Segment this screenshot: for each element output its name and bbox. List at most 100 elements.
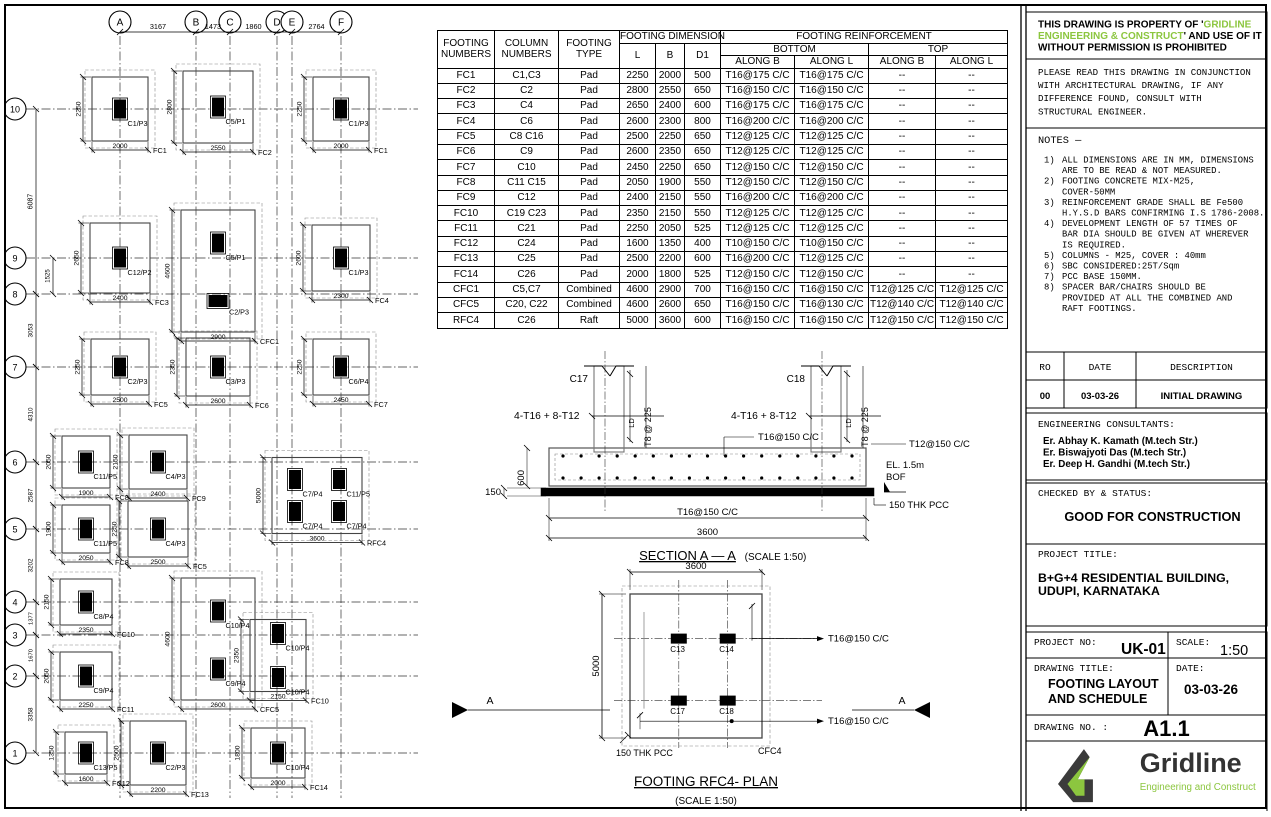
- svg-text:FC6: FC6: [255, 401, 269, 410]
- svg-text:1350: 1350: [49, 745, 56, 760]
- svg-text:T8 @ 225: T8 @ 225: [643, 407, 653, 447]
- svg-text:GOOD FOR CONSTRUCTION: GOOD FOR CONSTRUCTION: [1064, 509, 1240, 524]
- svg-text:2550: 2550: [210, 145, 225, 152]
- svg-text:INITIAL DRAWING: INITIAL DRAWING: [1161, 391, 1243, 402]
- svg-text:2500: 2500: [114, 745, 121, 760]
- svg-text:FC14: FC14: [310, 783, 328, 792]
- svg-text:10: 10: [10, 105, 20, 115]
- svg-text:FC9: FC9: [192, 494, 206, 503]
- svg-text:7): 7): [1044, 272, 1055, 282]
- svg-text:2150: 2150: [270, 694, 285, 701]
- svg-text:1900: 1900: [78, 490, 93, 497]
- svg-text:2200: 2200: [150, 787, 165, 794]
- svg-text:2: 2: [12, 672, 17, 682]
- svg-text:2): 2): [1044, 177, 1055, 187]
- svg-text:2150: 2150: [44, 594, 51, 609]
- svg-text:RO: RO: [1039, 362, 1051, 373]
- svg-text:FC2: FC2: [258, 148, 272, 157]
- svg-text:2000: 2000: [333, 143, 348, 150]
- svg-text:4-T16 + 8-T12: 4-T16 + 8-T12: [514, 411, 580, 422]
- svg-text:1900: 1900: [46, 521, 53, 536]
- svg-text:A1.1: A1.1: [1143, 716, 1189, 741]
- svg-text:3167: 3167: [150, 22, 166, 31]
- svg-text:C9/P4: C9/P4: [94, 686, 114, 695]
- svg-text:CFC4: CFC4: [758, 746, 782, 756]
- svg-text:PROJECT NO:: PROJECT NO:: [1034, 637, 1097, 648]
- svg-text:PCC BASE 150MM.: PCC BASE 150MM.: [1062, 272, 1142, 282]
- svg-text:UK-01: UK-01: [1121, 641, 1166, 658]
- svg-text:2250: 2250: [297, 101, 304, 116]
- svg-text:Er. Biswajyoti Das (M.tech S: Er. Biswajyoti Das (M.tech Str.): [1043, 448, 1186, 459]
- svg-text:8: 8: [12, 290, 17, 300]
- svg-text:DIFFERENCE FOUND, CONSULT WITH: DIFFERENCE FOUND, CONSULT WITH: [1038, 93, 1202, 104]
- svg-text:2300: 2300: [333, 293, 348, 300]
- svg-text:FC1: FC1: [153, 146, 167, 155]
- svg-text:FC8: FC8: [115, 493, 129, 502]
- svg-text:H.Y.S.D BARS CONFIRMING I.S 17: H.Y.S.D BARS CONFIRMING I.S 1786-2008.: [1062, 209, 1264, 219]
- svg-text:150 THK PCC: 150 THK PCC: [889, 500, 949, 511]
- svg-text:C14: C14: [719, 645, 734, 654]
- svg-text:ARE TO BE READ & NOT MEASURED.: ARE TO BE READ & NOT MEASURED.: [1062, 166, 1222, 176]
- svg-text:ENGINEERING CONSULTANTS:: ENGINEERING CONSULTANTS:: [1038, 419, 1175, 430]
- svg-text:AND SCHEDULE: AND SCHEDULE: [1048, 692, 1147, 706]
- svg-text:FOOTING RFC4- PLAN: FOOTING RFC4- PLAN: [634, 774, 778, 789]
- svg-text:5000: 5000: [256, 488, 263, 503]
- svg-text:FC13: FC13: [191, 790, 209, 799]
- svg-text:STRUCTURAL ENGINEER.: STRUCTURAL ENGINEER.: [1038, 106, 1147, 117]
- svg-text:(SCALE 1:50): (SCALE 1:50): [675, 796, 737, 807]
- svg-text:3202: 3202: [28, 558, 35, 573]
- svg-text:C9/P4: C9/P4: [226, 679, 246, 688]
- svg-text:1800: 1800: [235, 745, 242, 760]
- svg-text:6087: 6087: [28, 194, 35, 210]
- svg-text:DEVELOPMENT LENGTH OF 57 TIMES: DEVELOPMENT LENGTH OF 57 TIMES OF: [1062, 219, 1238, 229]
- svg-text:C7/P4: C7/P4: [303, 490, 323, 499]
- svg-text:2350: 2350: [170, 359, 177, 374]
- svg-text:4310: 4310: [28, 407, 35, 422]
- svg-text:SBC CONSIDERED:25T/Sqm: SBC CONSIDERED:25T/Sqm: [1062, 262, 1179, 272]
- svg-text:FC7: FC7: [374, 400, 388, 409]
- svg-text:C2/P3: C2/P3: [128, 377, 148, 386]
- svg-text:T12@150 C/C: T12@150 C/C: [909, 439, 970, 450]
- svg-text:3358: 3358: [28, 707, 35, 722]
- svg-text:4): 4): [1044, 219, 1055, 229]
- svg-text:CFC5: CFC5: [260, 705, 279, 714]
- svg-text:2250: 2250: [76, 101, 83, 116]
- svg-text:4-T16 + 8-T12: 4-T16 + 8-T12: [731, 411, 797, 422]
- svg-text:C3/P3: C3/P3: [226, 377, 246, 386]
- svg-text:2600: 2600: [296, 250, 303, 265]
- svg-text:FC4: FC4: [375, 296, 389, 305]
- svg-text:2800: 2800: [167, 99, 174, 114]
- svg-text:1860: 1860: [245, 22, 261, 31]
- svg-text:LD: LD: [627, 418, 636, 428]
- svg-text:A: A: [898, 695, 905, 707]
- svg-text:Engineering and Construct: Engineering and Construct: [1140, 782, 1256, 793]
- svg-text:T8 @ 225: T8 @ 225: [860, 407, 870, 447]
- svg-text:DRAWING TITLE:: DRAWING TITLE:: [1034, 663, 1114, 674]
- svg-text:C8/P4: C8/P4: [94, 612, 114, 621]
- svg-text:C7/P4: C7/P4: [347, 522, 367, 531]
- svg-text:WITHOUT PERMISSION IS PROHIBIT: WITHOUT PERMISSION IS PROHIBITED: [1038, 43, 1227, 54]
- svg-text:150: 150: [485, 487, 501, 498]
- svg-text:B+G+4 RESIDENTIAL BUILDING,: B+G+4 RESIDENTIAL BUILDING,: [1038, 571, 1229, 585]
- svg-text:03-03-26: 03-03-26: [1081, 391, 1119, 402]
- svg-text:2000: 2000: [112, 143, 127, 150]
- svg-text:FC5: FC5: [193, 562, 207, 571]
- svg-text:Er. Deep H. Gandhi (M.tech S: Er. Deep H. Gandhi (M.tech Str.): [1043, 459, 1190, 470]
- svg-text:C18: C18: [787, 374, 806, 385]
- svg-text:C10/P4: C10/P4: [226, 621, 250, 630]
- svg-text:2250: 2250: [75, 359, 82, 374]
- svg-text:C: C: [226, 18, 233, 29]
- svg-text:WITH ARCHITECTURAL DRAWING, IF: WITH ARCHITECTURAL DRAWING, IF ANY: [1038, 80, 1224, 91]
- svg-text:A: A: [117, 18, 124, 29]
- svg-text:C1/P3: C1/P3: [349, 268, 369, 277]
- svg-text:2000: 2000: [270, 780, 285, 787]
- svg-text:C2/P3: C2/P3: [229, 308, 249, 317]
- svg-text:PLEASE READ THIS DRAWING IN CO: PLEASE READ THIS DRAWING IN CONJUNCTION: [1038, 67, 1251, 78]
- svg-text:C10/P4: C10/P4: [286, 644, 310, 653]
- svg-text:1670: 1670: [29, 649, 35, 662]
- svg-text:03-03-26: 03-03-26: [1184, 682, 1239, 697]
- svg-text:2764: 2764: [308, 22, 324, 31]
- svg-text:5: 5: [12, 525, 17, 535]
- svg-text:C17: C17: [570, 374, 589, 385]
- svg-text:1: 1: [12, 749, 17, 759]
